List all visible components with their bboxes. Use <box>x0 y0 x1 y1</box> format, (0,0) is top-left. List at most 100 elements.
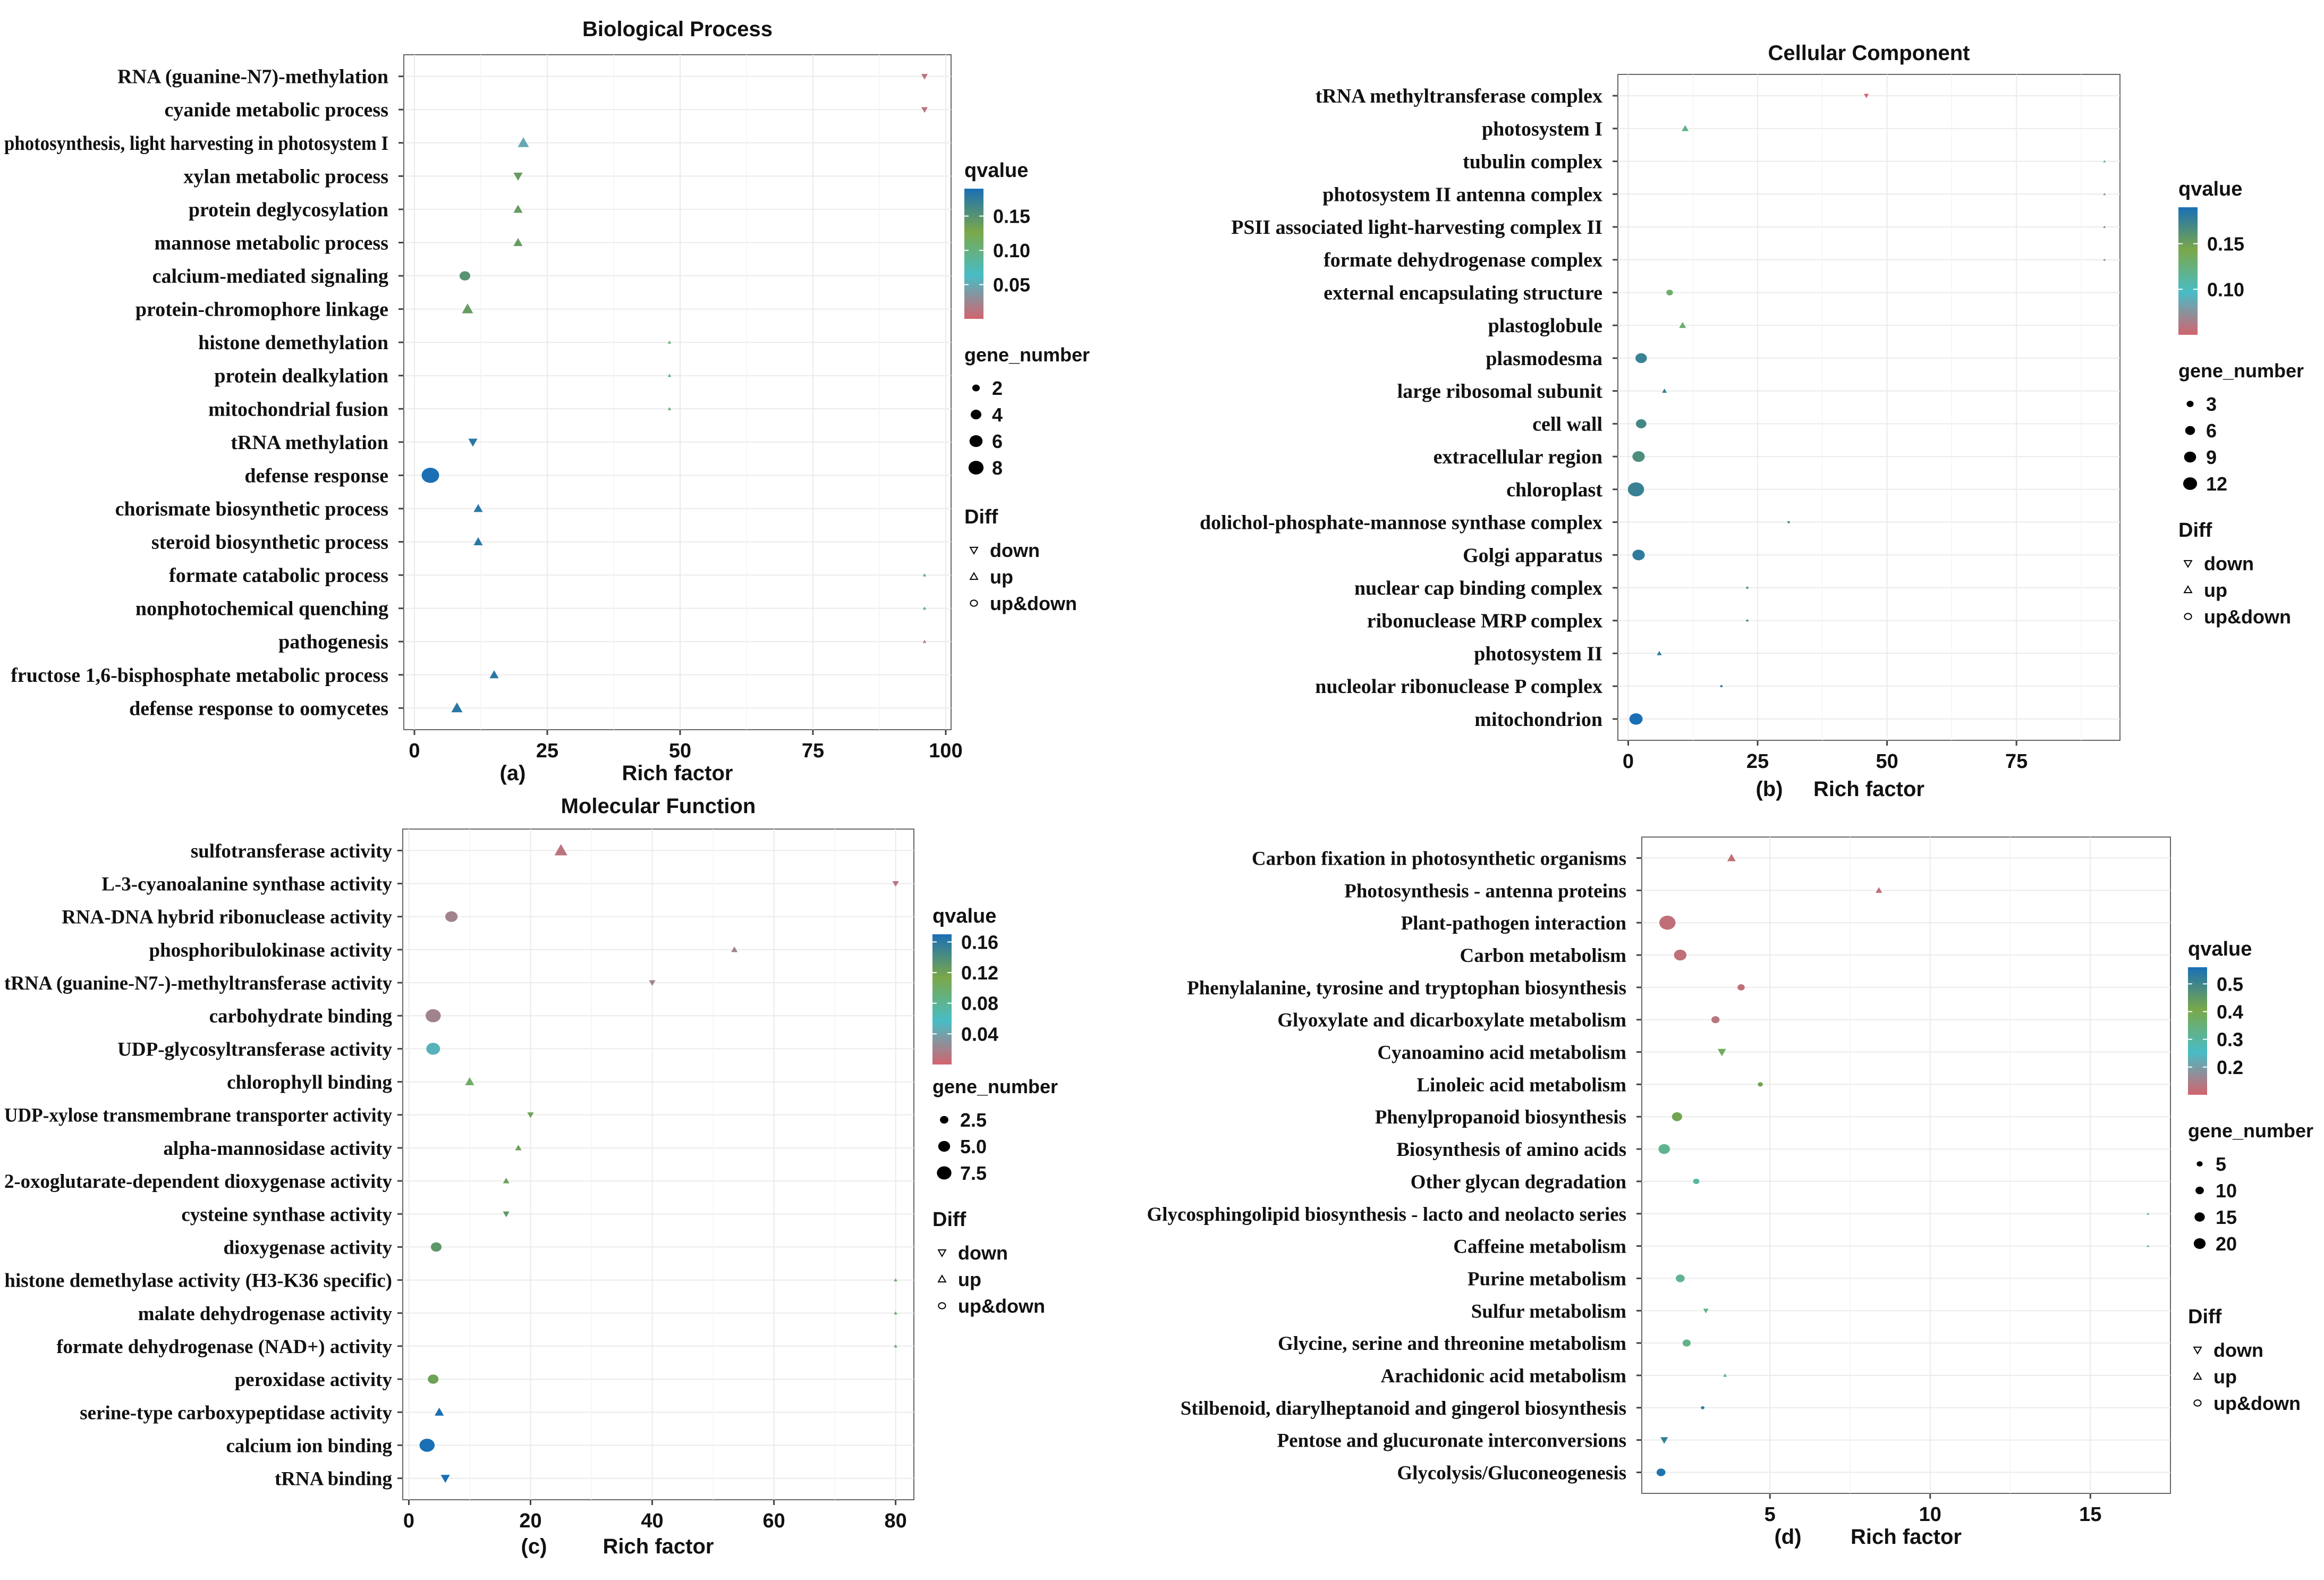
data-point <box>1636 419 1647 428</box>
qvalue-tick-label: 0.10 <box>993 240 1030 261</box>
diff-label: up&down <box>2213 1392 2301 1414</box>
data-point <box>922 606 927 610</box>
data-point <box>1723 1373 1727 1377</box>
data-point <box>1657 650 1662 655</box>
gene-number-label: 6 <box>992 430 1003 452</box>
data-point <box>489 670 499 679</box>
x-tick-label: 25 <box>536 740 558 762</box>
term-label: external encapsulating structure <box>1324 282 1602 304</box>
gene-number-key <box>937 1166 952 1180</box>
data-point <box>1758 1082 1763 1087</box>
data-point <box>2147 1212 2150 1215</box>
gene-number-label: 6 <box>2206 420 2217 442</box>
data-point <box>426 1043 440 1055</box>
x-tick-label: 0 <box>403 1510 414 1532</box>
diff-label: up <box>2213 1366 2237 1388</box>
chart-panel-c: 0 20 40 60 80 sulfotransferase activity L-3-cy… <box>4 795 1058 1558</box>
gene-number-label: 7.5 <box>960 1162 987 1184</box>
gene-number-label: 20 <box>2216 1233 2237 1255</box>
x-tick-label: 80 <box>885 1510 907 1532</box>
data-point <box>892 881 899 887</box>
term-label: photosystem II antenna complex <box>1322 183 1602 206</box>
term-label: Phenylalanine, tyrosine and tryptophan b… <box>1187 977 1626 999</box>
legend-qvalue-title: qvalue <box>932 905 996 927</box>
x-tick-label: 5 <box>1765 1503 1776 1526</box>
term-label: Glycine, serine and threonine metabolism <box>1278 1333 1626 1355</box>
data-point <box>425 1009 441 1023</box>
term-label: defense response <box>244 464 388 487</box>
data-point <box>1737 984 1745 991</box>
legend-gene-number-title: gene_number <box>932 1076 1058 1097</box>
diff-key-up <box>2183 585 2193 594</box>
x-tick-label: 50 <box>669 740 691 762</box>
term-label: calcium-mediated signaling <box>152 265 388 288</box>
data-point <box>894 1278 897 1282</box>
gene-number-label: 5 <box>2216 1153 2226 1175</box>
legend-qvalue-title: qvalue <box>2188 938 2252 960</box>
diff-key-updown <box>2193 1399 2202 1407</box>
legend-diff-title: Diff <box>2188 1306 2222 1328</box>
data-point <box>1717 1049 1726 1057</box>
gene-number-key <box>2183 477 2198 490</box>
term-label: defense response to oomycetes <box>129 697 388 720</box>
diff-label: up&down <box>2204 606 2291 628</box>
term-label: Carbon metabolism <box>1460 945 1627 967</box>
legend: qvalue 0.16 0.12 0.08 0.04 gene_number 2.5 5.0 7… <box>932 905 1058 1317</box>
term-label: Glyoxylate and dicarboxylate metabolism <box>1277 1010 1626 1032</box>
gene-number-label: 9 <box>2206 446 2217 468</box>
data-point <box>1679 322 1686 328</box>
term-label: serine-type carboxypeptidase activity <box>80 1402 392 1424</box>
data-point <box>1720 685 1723 688</box>
qvalue-tick-label: 0.10 <box>2207 278 2244 300</box>
data-point <box>731 946 738 952</box>
data-point <box>462 303 473 314</box>
panel-label: (d) <box>1774 1525 1801 1549</box>
legend-qvalue-title: qvalue <box>2178 178 2242 200</box>
diff-key-down <box>2183 560 2193 568</box>
term-label: plastoglobule <box>1488 315 1602 337</box>
x-tick-label: 100 <box>929 740 962 762</box>
data-point <box>451 702 463 713</box>
term-label: photosystem I <box>1482 118 1602 140</box>
qvalue-tick-label: 0.12 <box>961 962 998 984</box>
plot-area <box>1641 837 2171 1494</box>
term-label: malate dehydrogenase activity <box>138 1303 393 1325</box>
diff-key-up <box>937 1274 947 1283</box>
chart-panel-d: 5 10 15 Carbon fixation in photosynthetic o… <box>1147 837 2313 1549</box>
gene-number-label: 10 <box>2216 1180 2237 1202</box>
data-point <box>503 1211 510 1218</box>
panel-label: (c) <box>521 1535 547 1558</box>
gene-number-label: 2.5 <box>960 1109 987 1131</box>
gene-number-label: 8 <box>992 457 1003 479</box>
term-label: RNA (guanine-N7)-methylation <box>117 66 388 88</box>
qvalue-tick-label: 0.2 <box>2217 1057 2243 1078</box>
legend: qvalue 0.15 0.10 0.05 gene_number 2 4 6 8 Diff dow… <box>964 159 1090 614</box>
data-point <box>1682 125 1689 131</box>
term-label: sulfotransferase activity <box>191 840 393 862</box>
diff-label: down <box>958 1242 1008 1264</box>
data-point <box>2147 1245 2150 1247</box>
data-point <box>1693 1178 1700 1185</box>
data-point <box>1711 1016 1720 1024</box>
diff-label: up <box>2204 579 2227 601</box>
data-point <box>922 639 927 643</box>
term-label: photosynthesis, light harvesting in phot… <box>4 132 388 155</box>
qvalue-tick-label: 0.15 <box>993 206 1030 227</box>
gene-number-key <box>968 461 984 475</box>
term-label: cell wall <box>1532 413 1602 435</box>
term-label: Stilbenoid, diarylheptanoid and gingerol… <box>1181 1398 1626 1420</box>
data-point <box>1656 1468 1666 1476</box>
term-label: RNA-DNA hybrid ribonuclease activity <box>62 907 392 928</box>
chart-title: Molecular Function <box>561 795 756 818</box>
data-point <box>1666 290 1673 295</box>
data-point <box>922 573 927 577</box>
term-label: Biosynthesis of amino acids <box>1396 1139 1626 1161</box>
data-point <box>1660 1437 1668 1444</box>
data-point <box>1876 887 1882 893</box>
data-point <box>554 844 567 856</box>
gene-number-label: 15 <box>2216 1206 2237 1228</box>
data-point <box>649 980 656 986</box>
x-tick-label: 50 <box>1876 750 1898 773</box>
diff-label: down <box>2204 553 2254 574</box>
term-label: dioxygenase activity <box>223 1237 392 1258</box>
